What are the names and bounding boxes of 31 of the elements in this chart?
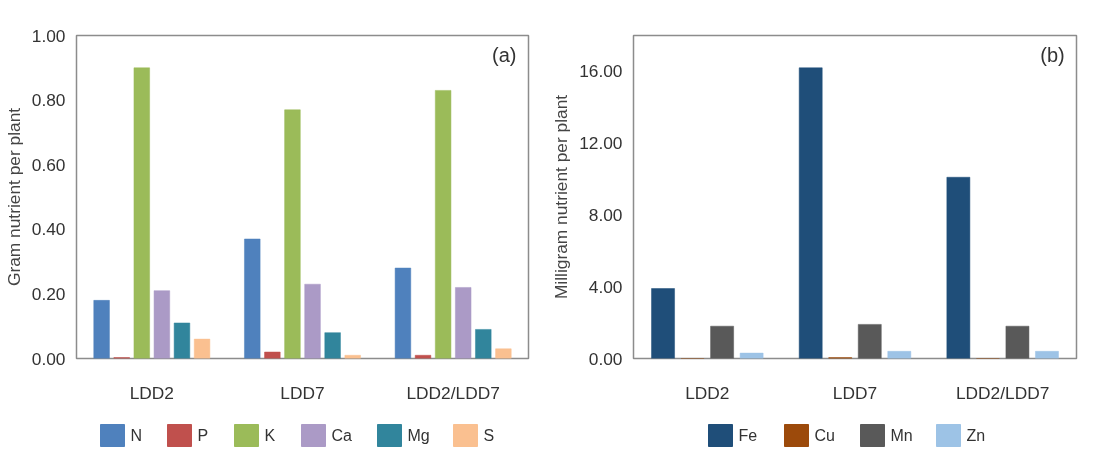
y-tick-label: 0.60 (31, 154, 66, 175)
y-tick-label: 0.20 (31, 283, 66, 304)
y-tick-label: 8.00 (588, 204, 623, 225)
legend-label: Fe (738, 427, 758, 444)
legend-label: K (264, 427, 276, 444)
x-tick-label: LDD2 (129, 382, 174, 403)
x-tick-label: LDD7 (832, 382, 878, 403)
y-axis-title: Milligram nutrient per plant (551, 94, 572, 300)
y-tick-label: 4.00 (588, 276, 623, 297)
legend-label: N (130, 427, 143, 444)
x-tick-label: LDD2 (685, 382, 730, 403)
y-tick-label: 16.00 (579, 61, 623, 82)
legend-label: Cu (814, 427, 835, 444)
x-tick-label: LDD7 (280, 382, 325, 403)
y-tick-label: 0.00 (31, 348, 66, 369)
legend-label: Ca (331, 427, 353, 444)
x-tick-label: LDD2/LDD7 (406, 382, 500, 403)
y-axis-title: Gram nutrient per plant (3, 107, 24, 287)
legend-label: S (483, 427, 495, 444)
x-tick-label: LDD2/LDD7 (955, 382, 1050, 403)
chart-title: (b) (1040, 43, 1065, 66)
legend-label: Zn (966, 427, 986, 444)
legend-label: P (197, 427, 209, 444)
y-tick-label: 1.00 (31, 25, 66, 46)
chart-title: (a) (492, 43, 517, 66)
y-tick-label: 0.40 (31, 219, 66, 240)
y-tick-label: 12.00 (579, 133, 623, 154)
y-tick-label: 0.80 (31, 90, 66, 111)
legend-label: Mg (407, 427, 430, 444)
legend-label: Mn (890, 427, 913, 444)
y-tick-label: 0.00 (588, 348, 623, 369)
